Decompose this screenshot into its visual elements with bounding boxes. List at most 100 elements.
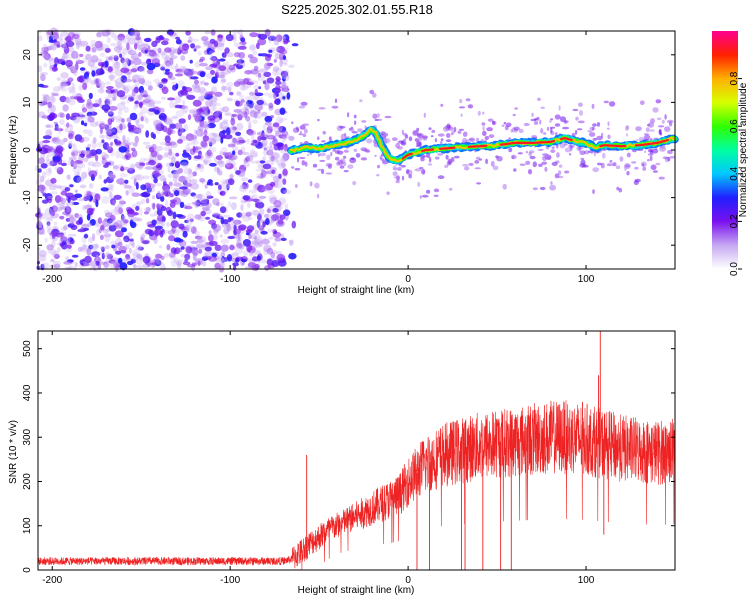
noise-cell (145, 130, 150, 138)
ridge-scatter-cell (634, 178, 641, 183)
noise-cell (194, 79, 199, 85)
noise-cell (115, 81, 125, 89)
noise-cell (189, 36, 194, 43)
noise-cell (45, 129, 53, 137)
noise-cell (205, 41, 211, 48)
ridge-scatter-cell (514, 107, 518, 110)
ridge-scatter-cell (350, 128, 355, 132)
ridge-scatter-cell (343, 161, 347, 167)
ridge-scatter-cell (482, 126, 485, 131)
noise-cell (135, 117, 140, 125)
noise-cell (104, 218, 108, 222)
noise-cell (197, 193, 203, 201)
noise-cell (172, 55, 178, 60)
ridge-scatter-cell (401, 165, 406, 168)
noise-cell (173, 182, 182, 187)
noise-cell (95, 148, 103, 155)
noise-cell (255, 168, 264, 172)
noise-cell (38, 185, 47, 194)
noise-cell (172, 171, 179, 179)
noise-cell (165, 54, 171, 60)
noise-cell (101, 246, 105, 253)
noise-cell (59, 112, 65, 119)
noise-cell (96, 31, 102, 38)
ridge-scatter-cell (418, 141, 422, 147)
noise-cell (110, 54, 118, 58)
noise-cell (266, 247, 274, 255)
noise-cell (232, 38, 237, 44)
noise-cell (160, 206, 167, 212)
noise-cell (251, 152, 258, 158)
noise-cell (212, 59, 221, 65)
noise-cell (108, 105, 118, 111)
noise-cell (214, 112, 220, 117)
noise-cell (126, 117, 132, 123)
noise-cell (196, 164, 202, 169)
noise-cell (263, 149, 269, 157)
noise-cell (194, 61, 201, 68)
noise-cell (189, 59, 193, 64)
noise-cell (258, 195, 267, 199)
noise-cell (117, 33, 125, 41)
noise-cell (43, 43, 48, 51)
noise-cell (116, 36, 126, 42)
noise-cell (200, 259, 204, 266)
noise-cell (280, 74, 290, 80)
ridge-scatter-cell (301, 160, 306, 166)
noise-cell (282, 55, 287, 61)
noise-cell (157, 155, 162, 161)
noise-cell (41, 47, 45, 53)
noise-cell (220, 78, 227, 83)
noise-cell (147, 85, 153, 91)
noise-cell (194, 214, 202, 220)
noise-cell (71, 254, 79, 258)
ridge-scatter-cell (558, 175, 564, 179)
noise-cell (175, 110, 184, 118)
noise-cell (233, 109, 242, 113)
noise-cell (268, 102, 274, 109)
ridge-scatter-cell (626, 171, 630, 176)
noise-cell (53, 64, 58, 68)
noise-cell (128, 240, 135, 246)
noise-cell (191, 84, 200, 90)
ridge-scatter-cell (532, 161, 537, 168)
noise-cell (272, 66, 280, 72)
noise-cell (167, 230, 176, 235)
ridge-scatter-cell (578, 110, 584, 116)
noise-cell (199, 178, 206, 183)
noise-cell (205, 72, 214, 79)
noise-cell (48, 185, 57, 191)
noise-cell (95, 254, 99, 262)
noise-cell (148, 159, 156, 166)
ridge-scatter-cell (519, 163, 526, 166)
noise-cell (251, 265, 260, 271)
noise-cell (126, 137, 131, 146)
noise-cell (139, 162, 146, 167)
noise-cell (98, 134, 104, 139)
ridge-scatter-cell (408, 174, 413, 179)
ridge-scatter-cell (486, 127, 493, 132)
noise-cell (192, 248, 199, 256)
ridge-scatter-cell (376, 113, 380, 118)
noise-cell (82, 82, 88, 91)
noise-cell (169, 162, 175, 167)
noise-cell (245, 115, 251, 122)
noise-cell (90, 261, 96, 269)
noise-cell (123, 219, 129, 224)
noise-cell (91, 192, 97, 196)
noise-cell (209, 142, 213, 147)
snr-xlabel: Height of straight line (km) (298, 585, 415, 596)
noise-cell (74, 213, 79, 218)
ridge-scatter-cell (416, 127, 420, 132)
noise-cell (268, 146, 274, 153)
noise-cell (216, 170, 223, 176)
noise-cell (207, 137, 217, 146)
ridge-scatter-cell (549, 126, 556, 129)
noise-cell (279, 59, 283, 68)
noise-cell (91, 47, 97, 53)
noise-cell (142, 232, 147, 238)
noise-cell (93, 78, 102, 85)
noise-cell (81, 107, 88, 113)
ridge-scatter-cell (380, 131, 386, 135)
